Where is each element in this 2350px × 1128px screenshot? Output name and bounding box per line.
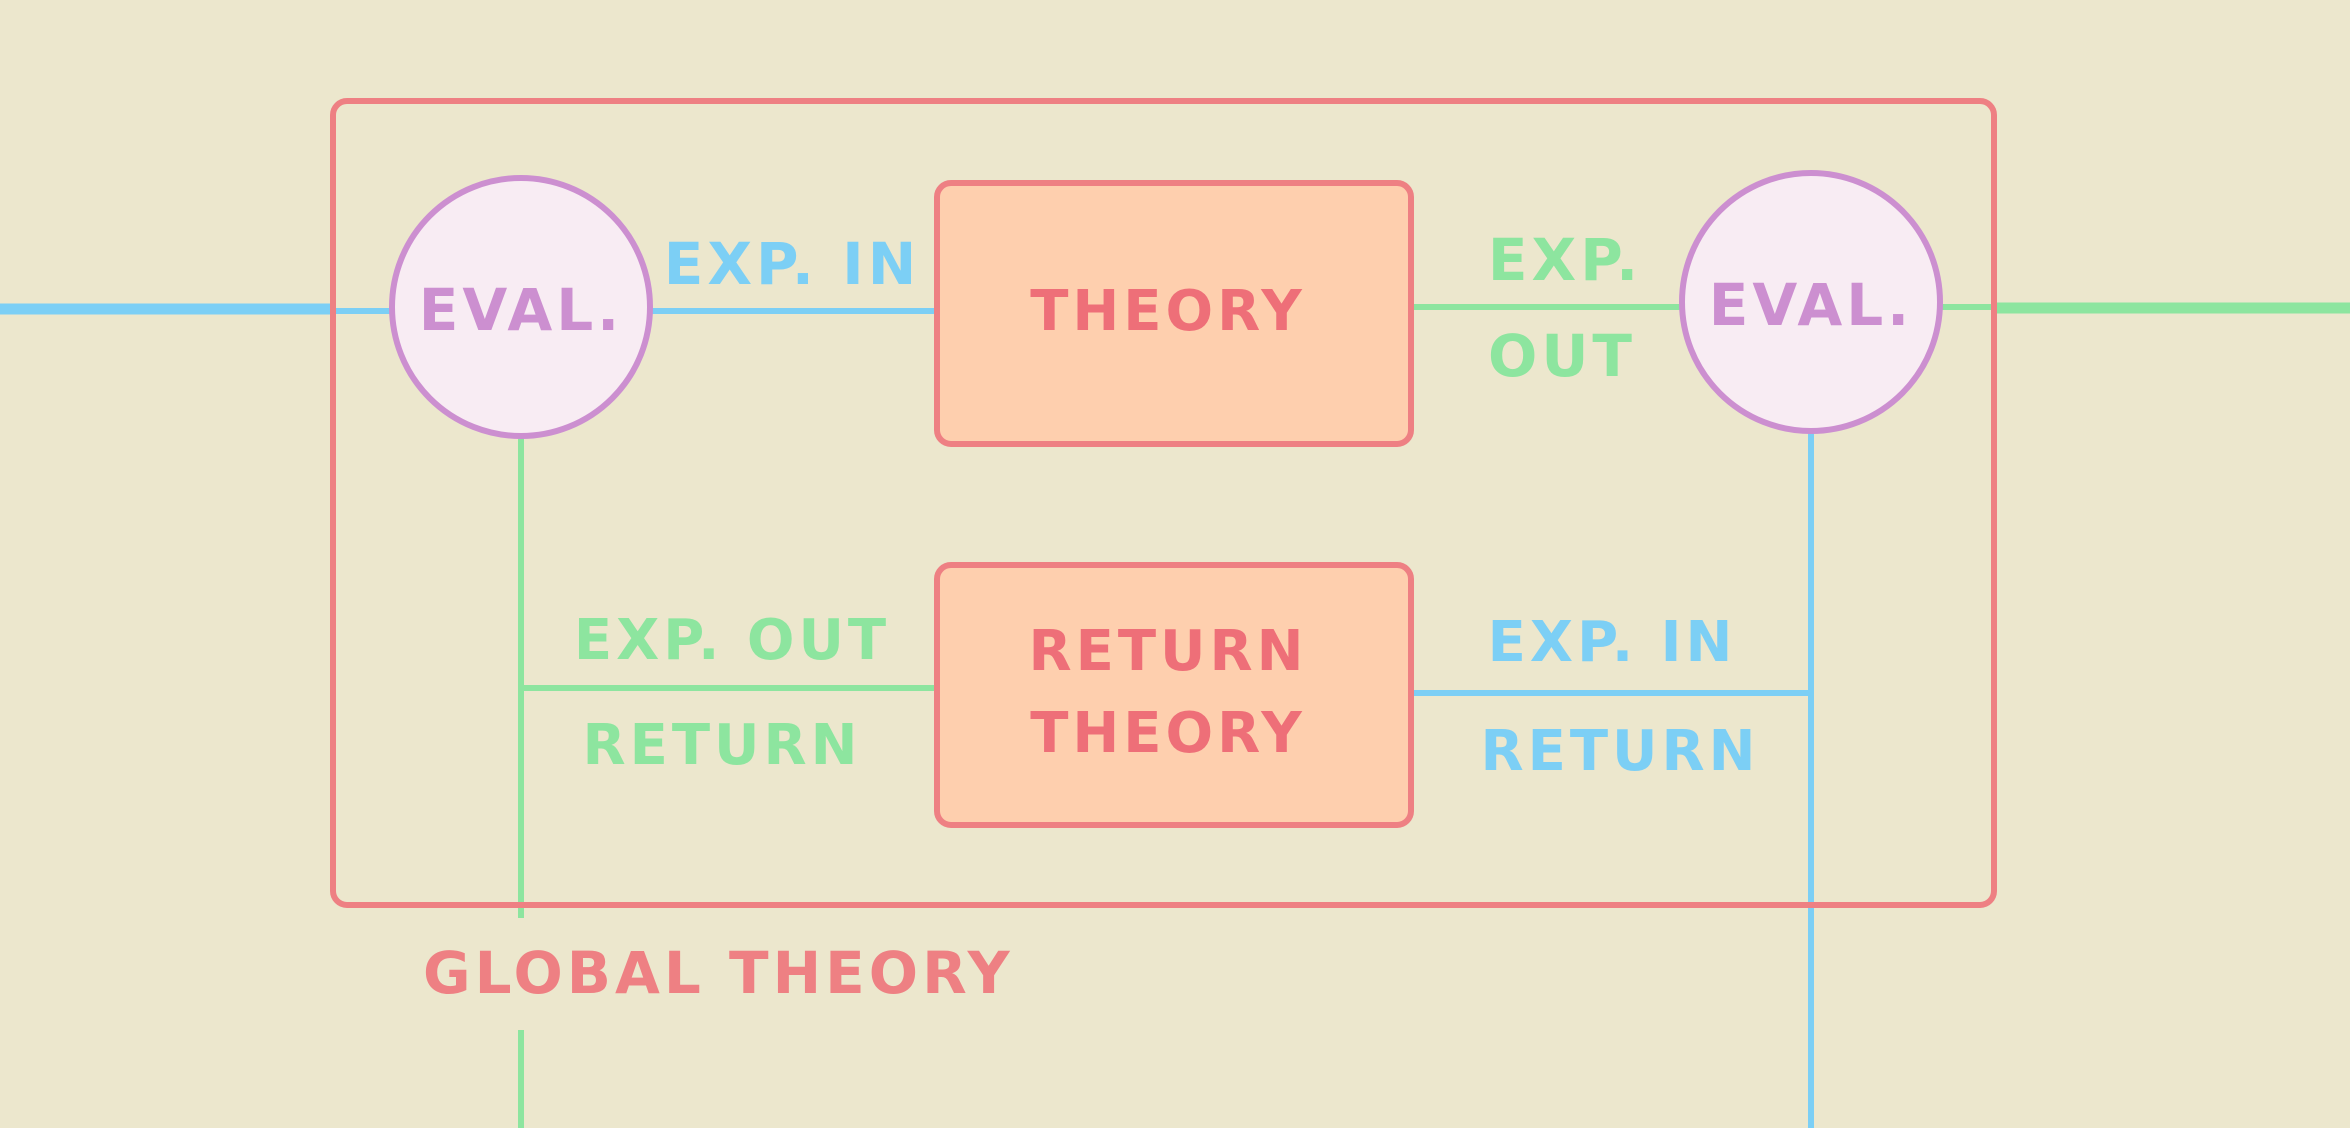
top-right-edge-label-line1: EXP. [1488,226,1642,294]
top-left-edge-label: EXP. IN [664,230,921,298]
top-right-edge-label-line2: OUT [1488,322,1636,390]
return-theory-label-line1: RETURN [1028,619,1307,684]
eval-left-label: EVAL. [419,276,623,344]
bottom-right-edge-label-line2: RETURN [1480,719,1759,784]
return-theory-label-line2: THEORY [1030,701,1306,766]
global-theory-label: GLOBAL THEORY [423,939,1014,1007]
theory-label: THEORY [1030,279,1306,344]
bottom-left-edge-label-line2: RETURN [582,713,861,778]
eval-right-label: EVAL. [1709,271,1913,339]
return-theory-box[interactable] [937,565,1411,825]
bottom-left-edge-label-line1: EXP. OUT [574,608,890,673]
bottom-right-edge-label-line1: EXP. IN [1488,610,1737,675]
